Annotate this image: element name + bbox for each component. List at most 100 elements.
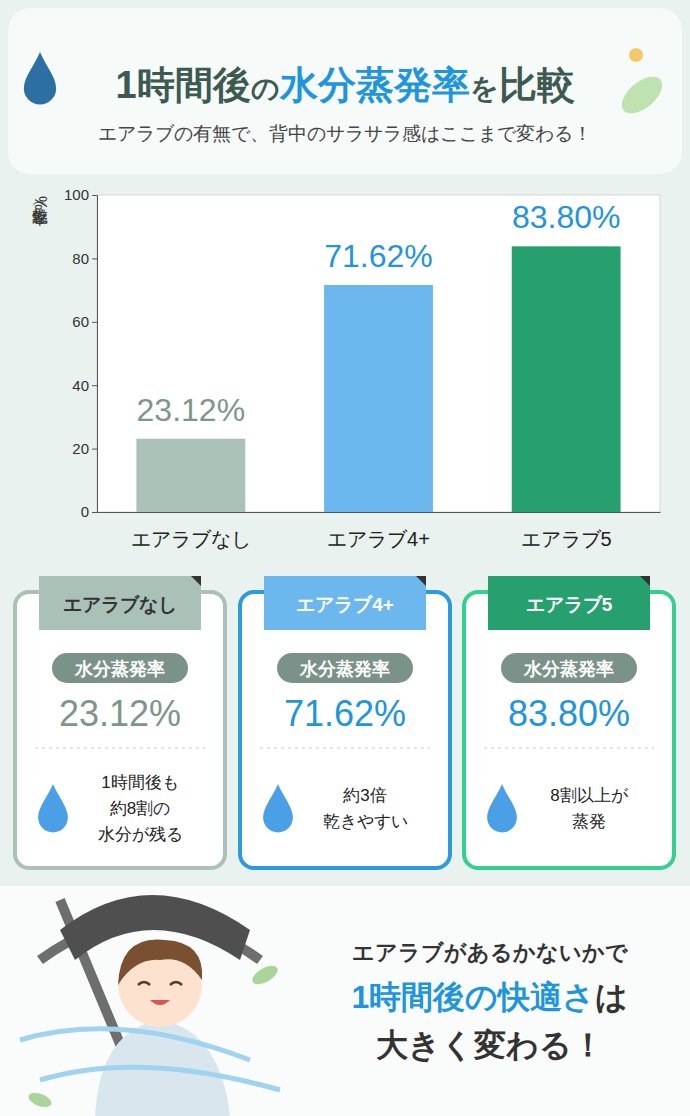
y-tick: 0 xyxy=(81,503,97,520)
title-part: を xyxy=(470,73,499,104)
card-frame xyxy=(15,592,225,868)
card-tab-corner xyxy=(640,576,650,586)
card-note: 水分が残る xyxy=(98,825,183,844)
card-divider xyxy=(260,748,430,749)
page: 1時間後の水分蒸発率を比較エアラブの有無で、背中のサラサラ感はここまで変わる！0… xyxy=(0,0,690,1116)
child-hair xyxy=(118,940,202,985)
footer-highlight: 1時間後の快適さ xyxy=(352,979,596,1015)
y-tick-label: 80 xyxy=(72,250,89,267)
footer-line: エアラブがあるかないかで xyxy=(352,940,628,965)
card-pill xyxy=(52,653,188,683)
y-tick-label: 60 xyxy=(72,313,89,330)
card-pill xyxy=(277,653,413,683)
bar xyxy=(512,246,621,512)
drop-icon xyxy=(38,784,68,832)
y-tick: 60 xyxy=(72,313,97,330)
card-note: 乾きやすい xyxy=(323,812,408,831)
x-tick-label: エアラブ5 xyxy=(521,528,612,550)
card: エアラブ4+ 水分蒸発率 71.62% 約3倍乾きやすい xyxy=(240,576,450,868)
leaf-icon xyxy=(615,70,668,121)
star-icon xyxy=(629,48,643,62)
y-axis-line xyxy=(92,196,98,513)
title-part: の xyxy=(251,73,280,104)
bar xyxy=(324,285,433,512)
y-tick: 40 xyxy=(72,377,97,394)
y-axis-title: 乾燥率（%） xyxy=(32,196,49,226)
card-value: 83.80% xyxy=(508,693,630,734)
drop-icon xyxy=(487,784,517,832)
x-axis-line xyxy=(98,512,661,513)
card-tab-corner xyxy=(191,576,201,586)
y-tick-mark xyxy=(92,512,97,513)
child-eye xyxy=(138,982,182,985)
card-value: 23.12% xyxy=(59,693,181,734)
y-axis: 0 20 40 60 80 100 xyxy=(64,186,98,520)
card-title: エアラブ4+ xyxy=(296,594,394,615)
card-title: エアラブ5 xyxy=(526,594,613,615)
data-label: 71.62% xyxy=(324,238,433,274)
card-tab xyxy=(488,576,650,630)
card-pill xyxy=(501,653,637,683)
x-tick-label: エアラブ4+ xyxy=(327,528,430,550)
wind xyxy=(20,1029,280,1090)
footer-line: 1時間後の快適さは xyxy=(352,979,629,1015)
background xyxy=(0,0,690,1116)
card-note: 約8割の xyxy=(110,799,170,818)
card-pill-label: 水分蒸発率 xyxy=(523,659,614,679)
y-tick-mark xyxy=(92,322,97,323)
y-tick-mark xyxy=(92,385,97,386)
y-tick-label: 20 xyxy=(72,440,89,457)
x-tick: エアラブ4+ xyxy=(327,512,430,550)
y-tick-label: 40 xyxy=(72,377,89,394)
data-label: 83.80% xyxy=(512,199,621,235)
card: エアラブなし水分蒸発率 23.12% 1時間後も約8割の水分が残る xyxy=(15,576,225,868)
x-tick-label: エアラブなし xyxy=(131,528,251,550)
card-pill-label: 水分蒸発率 xyxy=(74,659,165,679)
card-frame xyxy=(464,592,674,868)
illustration xyxy=(20,895,281,1116)
card-divider xyxy=(35,748,205,749)
x-axis: エアラブなし エアラブ4+ エアラブ5 xyxy=(98,512,661,550)
card-note: 蒸発 xyxy=(572,812,606,831)
y-tick: 80 xyxy=(72,250,97,267)
footer-line: 大きく変わる！ xyxy=(376,1027,604,1063)
x-tick: エアラブなし xyxy=(131,512,251,550)
card-tab-corner xyxy=(416,576,426,586)
card-tab xyxy=(264,576,426,630)
plot-area xyxy=(97,195,660,512)
bar xyxy=(136,439,245,512)
title-part: 比較 xyxy=(499,64,575,106)
card-note: 8割以上が xyxy=(550,786,628,805)
y-tick: 20 xyxy=(72,440,97,457)
bars xyxy=(136,246,620,512)
footer-text: は xyxy=(595,979,628,1015)
subtitle: エアラブの有無で、背中のサラサラ感はここまで変わる！ xyxy=(98,123,592,144)
card-value: 71.62% xyxy=(284,693,406,734)
y-tick-label: 0 xyxy=(81,503,89,520)
card-note: 1時間後も xyxy=(101,773,178,792)
data-label: 23.12% xyxy=(137,392,246,428)
header-panel xyxy=(8,8,682,174)
leaf xyxy=(249,962,280,988)
title-part: 水分蒸発率 xyxy=(279,64,470,106)
x-tick: エアラブ5 xyxy=(521,512,612,550)
child-mouth xyxy=(150,1000,170,1005)
card-title: エアラブなし xyxy=(63,594,177,615)
title: 1時間後の水分蒸発率を比較 xyxy=(115,64,574,106)
y-tick-mark xyxy=(92,195,97,196)
y-tick-label: 100 xyxy=(64,186,89,203)
card-note: 約3倍 xyxy=(343,786,386,805)
y-tick-mark xyxy=(92,258,97,259)
title-part: 1時間後 xyxy=(115,64,250,106)
y-tick-mark xyxy=(92,449,97,450)
card: エアラブ5 水分蒸発率 83.80% 8割以上が蒸発 xyxy=(464,576,674,868)
drop-icon xyxy=(263,784,293,832)
card-tab xyxy=(39,576,201,630)
drop-icon xyxy=(24,52,56,105)
card-pill-label: 水分蒸発率 xyxy=(299,659,390,679)
card-divider xyxy=(484,748,654,749)
y-tick: 100 xyxy=(64,186,97,203)
leaf xyxy=(27,1090,54,1109)
footer-panel xyxy=(0,886,690,1116)
card-frame xyxy=(240,592,450,868)
